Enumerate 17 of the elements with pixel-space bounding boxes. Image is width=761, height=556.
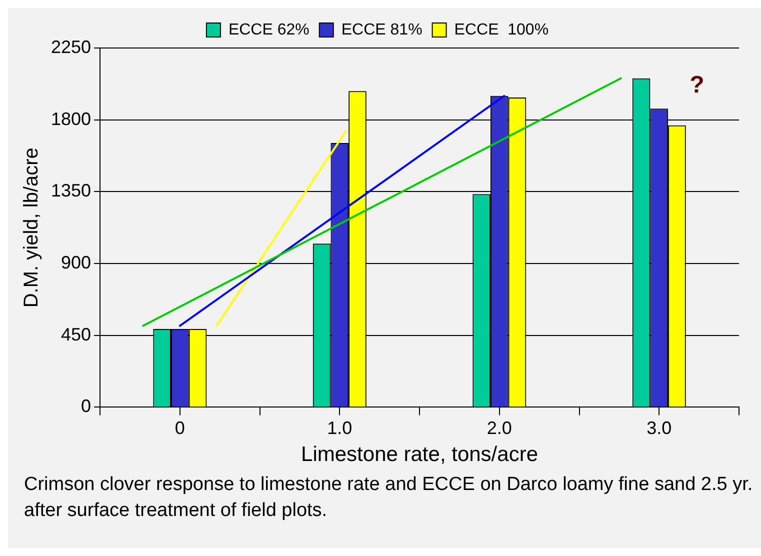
legend-label: ECCE 81%: [341, 21, 422, 38]
x-axis-title: Limestone rate, tons/acre: [301, 443, 538, 466]
y-tick-label: 1800: [50, 108, 92, 129]
y-tick-label: 2250: [50, 36, 92, 57]
text: Crimson clover response to limestone rate and ECCE on Darco loamy fine sand 2.5 yr. after surface treatment of field plots.: [23, 473, 754, 523]
x-tick-label: 2.0: [486, 418, 512, 438]
y-tick-label: 0: [81, 396, 92, 416]
y-tick-label: 1350: [50, 180, 92, 201]
x-tick-label: 1.0: [327, 418, 352, 438]
annotation: ?: [690, 72, 704, 99]
y-tick-label: 900: [60, 252, 92, 272]
legend-label: ECCE 100%: [454, 21, 549, 38]
y-axis-title: D.M. yield, lb/acre: [20, 148, 43, 308]
legend-label: ECCE 62%: [228, 21, 310, 38]
x-tick-label: 0: [174, 418, 185, 438]
x-tick-label: 3.0: [646, 418, 672, 438]
y-tick-label: 450: [60, 324, 92, 344]
